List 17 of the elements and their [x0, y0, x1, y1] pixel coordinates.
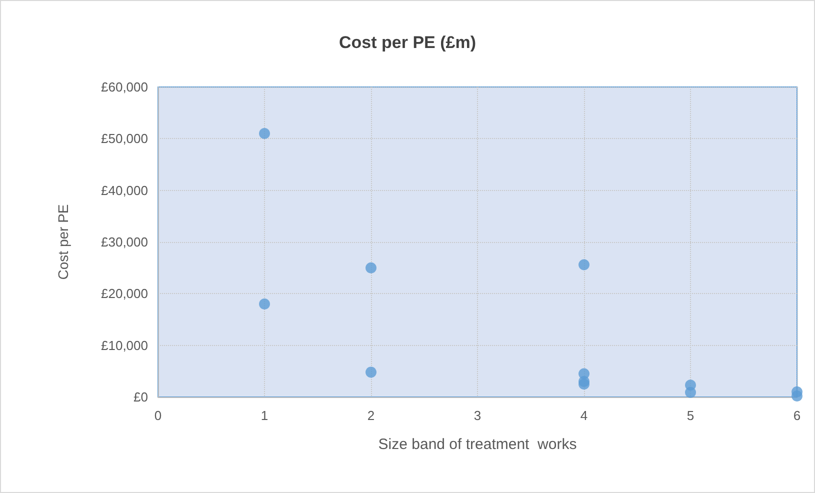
y-tick-label: £60,000	[101, 80, 148, 94]
y-axis-title: Cost per PE	[55, 204, 71, 280]
x-axis-title: Size band of treatment works	[378, 436, 577, 453]
x-tick-label: 5	[686, 408, 694, 423]
y-tick-label: £40,000	[101, 182, 148, 198]
x-tick-label: 6	[793, 408, 801, 423]
y-tick-label: £50,000	[101, 131, 148, 146]
y-tick-label: £30,000	[101, 234, 148, 250]
x-tick-label: 2	[367, 408, 375, 423]
y-tick-label: £0	[134, 390, 148, 404]
y-tick-label: £20,000	[101, 286, 148, 302]
x-tick-label: 4	[580, 408, 588, 423]
x-tick-label: 3	[474, 408, 482, 423]
y-tick-label: £10,000	[101, 338, 148, 353]
x-tick-label: 1	[260, 408, 268, 423]
x-tick-label: 0	[154, 408, 162, 423]
chart-title: Cost per PE (£m)	[339, 33, 476, 52]
